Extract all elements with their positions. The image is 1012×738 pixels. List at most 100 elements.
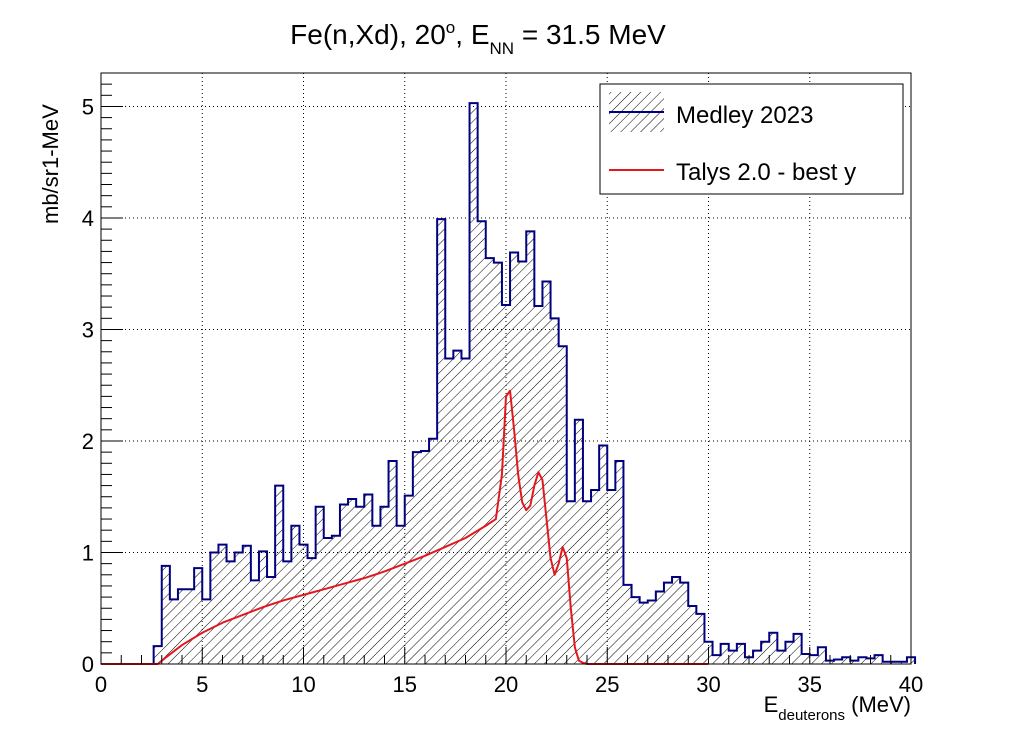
legend: Medley 2023 Talys 2.0 - best y bbox=[599, 83, 904, 195]
histogram-bar bbox=[477, 221, 486, 664]
histogram-bar bbox=[607, 490, 616, 664]
histogram-bar bbox=[663, 582, 673, 664]
x-tick-label: 35 bbox=[798, 672, 822, 697]
histogram-bar bbox=[769, 632, 778, 664]
histogram-bar bbox=[688, 606, 697, 664]
legend-medley-label: Medley 2023 bbox=[676, 102, 813, 129]
histogram-bar bbox=[291, 525, 300, 664]
histogram-bar bbox=[631, 597, 640, 664]
histogram-bar bbox=[599, 445, 608, 664]
histogram-bar bbox=[582, 501, 592, 664]
histogram-bar bbox=[331, 535, 340, 664]
histogram-bar bbox=[898, 661, 907, 664]
x-tick-label: 15 bbox=[393, 672, 417, 697]
histogram-bar bbox=[534, 306, 543, 664]
histogram-bar bbox=[558, 346, 567, 664]
histogram-bar bbox=[315, 506, 324, 664]
histogram-bar bbox=[323, 537, 332, 664]
histogram-bar bbox=[526, 231, 535, 665]
histogram-bar bbox=[453, 350, 462, 664]
x-tick-label: 0 bbox=[95, 672, 107, 697]
histogram-bar bbox=[680, 582, 689, 664]
x-tick-label: 25 bbox=[595, 672, 619, 697]
histogram-bar bbox=[186, 589, 195, 664]
histogram-bar bbox=[809, 655, 818, 664]
histogram-bar bbox=[161, 565, 170, 664]
histogram-bar bbox=[234, 552, 243, 664]
histogram-bar bbox=[445, 358, 454, 664]
histogram-bar bbox=[510, 252, 519, 664]
histogram-bar bbox=[736, 643, 745, 664]
histogram-bar bbox=[639, 602, 648, 664]
histogram-bar bbox=[169, 599, 178, 664]
legend-talys-label: Talys 2.0 - best y bbox=[676, 159, 856, 186]
histogram-bar bbox=[623, 584, 632, 664]
histogram-bar bbox=[356, 506, 365, 664]
x-tick-label: 20 bbox=[494, 672, 518, 697]
histogram-bar bbox=[380, 506, 389, 664]
histogram-bar bbox=[420, 451, 430, 664]
histogram-bar bbox=[842, 657, 851, 664]
histogram-bar bbox=[485, 258, 494, 664]
histogram-bar bbox=[850, 660, 859, 664]
histogram-bar bbox=[591, 490, 600, 664]
histogram-bar bbox=[396, 525, 405, 664]
histogram-bar bbox=[696, 613, 705, 664]
x-tick-label: 40 bbox=[899, 672, 923, 697]
histogram-bar bbox=[574, 419, 583, 664]
y-tick-label: 2 bbox=[82, 429, 94, 454]
histogram-bar bbox=[364, 494, 373, 664]
histogram-bar bbox=[177, 589, 187, 664]
histogram-bar bbox=[242, 545, 251, 664]
histogram-bar bbox=[566, 501, 575, 664]
histogram-bar bbox=[874, 655, 883, 664]
medley-outline bbox=[152, 102, 917, 664]
histogram-bar bbox=[550, 318, 559, 664]
x-tick-label: 5 bbox=[196, 672, 208, 697]
histogram-bar bbox=[307, 558, 316, 664]
histogram-bar bbox=[404, 495, 413, 664]
histogram-bar bbox=[501, 304, 511, 664]
histogram-bar bbox=[299, 544, 308, 664]
histogram-bar bbox=[753, 650, 762, 664]
histogram-bar bbox=[437, 219, 446, 664]
x-axis-label: Edeuterons (MeV) bbox=[764, 692, 911, 724]
histogram-bar bbox=[720, 643, 729, 664]
histogram-bar bbox=[226, 561, 235, 664]
histogram-bar bbox=[283, 561, 292, 664]
histogram-bar bbox=[785, 641, 794, 664]
histogram-bar bbox=[218, 544, 227, 664]
histogram-bar bbox=[655, 591, 664, 664]
histogram-bar bbox=[469, 103, 478, 664]
chart-title: Fe(n,Xd), 20o, ENN = 31.5 MeV bbox=[290, 18, 666, 58]
histogram-bar bbox=[647, 600, 656, 664]
talys-line bbox=[101, 389, 709, 665]
y-tick-label: 3 bbox=[82, 317, 94, 342]
histogram-bar bbox=[834, 659, 843, 664]
x-tick-label: 30 bbox=[696, 672, 720, 697]
histogram-bar bbox=[882, 661, 891, 664]
histogram-bar bbox=[493, 262, 502, 664]
histogram-bar bbox=[250, 580, 259, 664]
histogram-bar bbox=[712, 655, 721, 664]
histogram-bar bbox=[615, 461, 624, 664]
medley-histogram bbox=[101, 102, 917, 665]
histogram-bar bbox=[194, 568, 203, 664]
histogram-bar bbox=[153, 646, 162, 664]
histogram-bar bbox=[267, 577, 276, 664]
y-tick-label: 4 bbox=[82, 206, 94, 231]
y-axis-label: mb/sr1-MeV bbox=[38, 104, 63, 224]
histogram-bar bbox=[761, 641, 770, 664]
x-tick-label: 10 bbox=[291, 672, 315, 697]
histogram-bar bbox=[210, 552, 219, 664]
histogram-bar bbox=[388, 461, 397, 664]
histogram-bar bbox=[518, 261, 527, 664]
histogram-bar bbox=[728, 650, 737, 664]
axis-ticks: 0 5 10 15 20 25 30 35 40 0 1 2 3 4 5 bbox=[82, 72, 923, 697]
histogram-bar bbox=[801, 653, 810, 664]
talys-curve bbox=[101, 389, 709, 665]
histogram-bar bbox=[777, 650, 786, 664]
histogram-bar bbox=[275, 485, 284, 664]
histogram-bar bbox=[461, 358, 470, 664]
